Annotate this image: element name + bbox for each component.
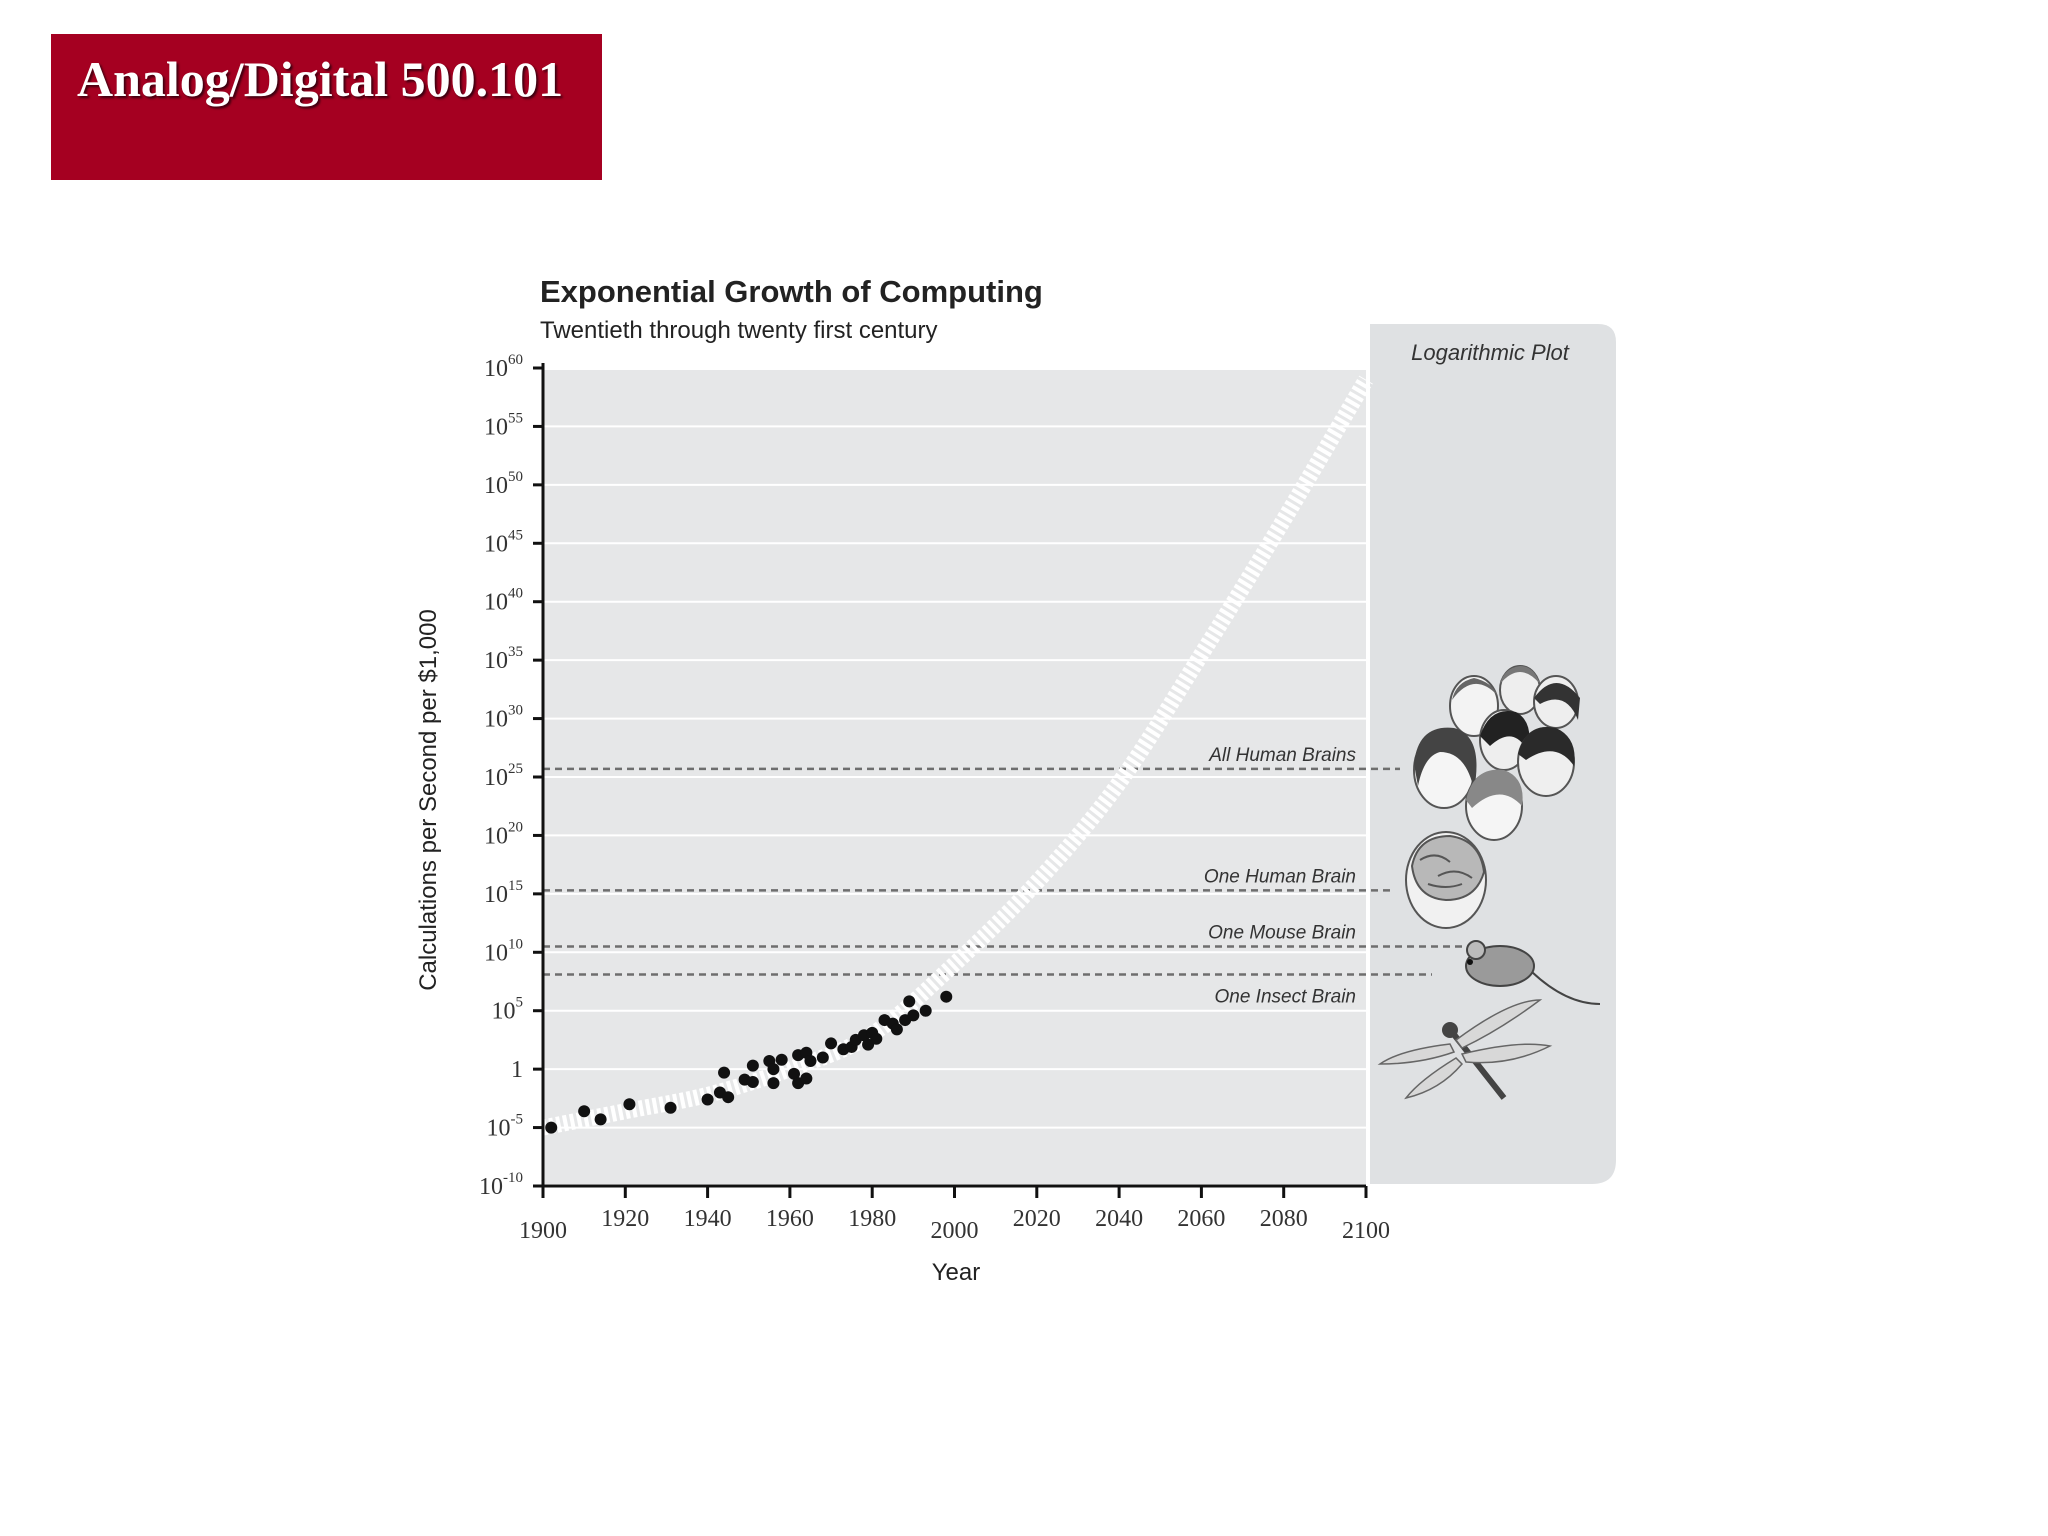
reference-label: All Human Brains <box>1208 745 1356 766</box>
x-tick-label: 1980 <box>848 1206 896 1232</box>
data-point <box>545 1121 558 1134</box>
y-tick-label: 1025 <box>484 761 523 791</box>
data-point <box>940 990 953 1003</box>
data-point <box>767 1063 780 1076</box>
gridlines <box>543 367 1366 1129</box>
data-point <box>664 1101 677 1114</box>
data-point <box>767 1077 780 1090</box>
data-point <box>788 1067 801 1080</box>
y-ticks: 1060 1055 1050 1045 1040 1035 1030 1025 1020 1015… <box>479 352 543 1200</box>
data-point <box>919 1004 932 1017</box>
y-tick-label: 1040 <box>484 586 523 616</box>
panel-label: Logarithmic Plot <box>1411 340 1570 365</box>
data-point <box>903 995 916 1008</box>
human-brain-icon <box>1405 831 1487 929</box>
y-tick-label: 1055 <box>484 410 523 440</box>
reference-label: One Insect Brain <box>1214 986 1356 1007</box>
y-tick-label: 1010 <box>484 936 523 966</box>
reference-lines: All Human Brains One Human Brain One Mouse… <box>543 745 1476 1007</box>
data-point <box>718 1066 731 1079</box>
x-ticks: 1900 1920 1940 1960 1980 2000 2020 2040 2060 2080… <box>519 1186 1390 1244</box>
x-tick-label: 2080 <box>1260 1206 1308 1232</box>
data-point <box>804 1054 817 1067</box>
x-tick-label: 1920 <box>601 1206 649 1232</box>
data-point <box>816 1051 829 1064</box>
reference-label: One Mouse Brain <box>1208 922 1356 943</box>
data-point <box>890 1023 903 1036</box>
y-axis-label: Calculations per Second per $1,000 <box>415 609 442 991</box>
x-tick-label: 2020 <box>1013 1206 1061 1232</box>
x-tick-label: 1900 <box>519 1218 567 1244</box>
data-point <box>870 1032 883 1045</box>
data-point <box>722 1091 735 1104</box>
trend-curve <box>541 375 1373 1136</box>
data-point <box>800 1072 813 1085</box>
y-tick-label: 1030 <box>484 703 523 733</box>
y-tick-label: 1020 <box>484 819 523 849</box>
data-point <box>701 1093 714 1106</box>
data-point <box>746 1059 759 1072</box>
y-tick-label: 1060 <box>484 352 523 382</box>
data-point <box>623 1098 636 1111</box>
y-tick-label: 1050 <box>484 469 523 499</box>
human-heads-icon <box>1413 665 1580 841</box>
y-tick-label: 1 <box>511 1057 523 1083</box>
data-point <box>825 1037 838 1050</box>
x-axis-label: Year <box>932 1259 981 1286</box>
course-banner: Analog/Digital 500.101 <box>51 34 602 180</box>
x-tick-label: 2000 <box>931 1218 979 1244</box>
chart-title: Exponential Growth of Computing <box>540 274 1043 309</box>
x-tick-label: 2060 <box>1177 1206 1225 1232</box>
data-point <box>907 1009 920 1022</box>
data-point <box>594 1113 607 1126</box>
y-tick-label: 1035 <box>484 644 523 674</box>
y-tick-label: 10-10 <box>479 1170 523 1200</box>
x-tick-label: 2100 <box>1342 1218 1390 1244</box>
y-tick-label: 10-5 <box>487 1112 524 1142</box>
reference-label: One Human Brain <box>1204 866 1356 887</box>
x-tick-label: 2040 <box>1095 1206 1143 1232</box>
chart-subtitle: Twentieth through twenty first century <box>540 317 938 344</box>
dragonfly-icon <box>1377 999 1553 1100</box>
y-tick-label: 1015 <box>484 878 523 908</box>
data-point <box>775 1053 788 1066</box>
course-title: Analog/Digital 500.101 <box>77 51 564 107</box>
x-tick-label: 1940 <box>684 1206 732 1232</box>
mouse-icon <box>1465 940 1601 1005</box>
x-tick-label: 1960 <box>766 1206 814 1232</box>
data-point <box>746 1075 759 1088</box>
data-point <box>578 1105 591 1118</box>
y-tick-label: 105 <box>492 995 524 1025</box>
data-points <box>545 990 953 1134</box>
y-tick-label: 1045 <box>484 527 523 557</box>
